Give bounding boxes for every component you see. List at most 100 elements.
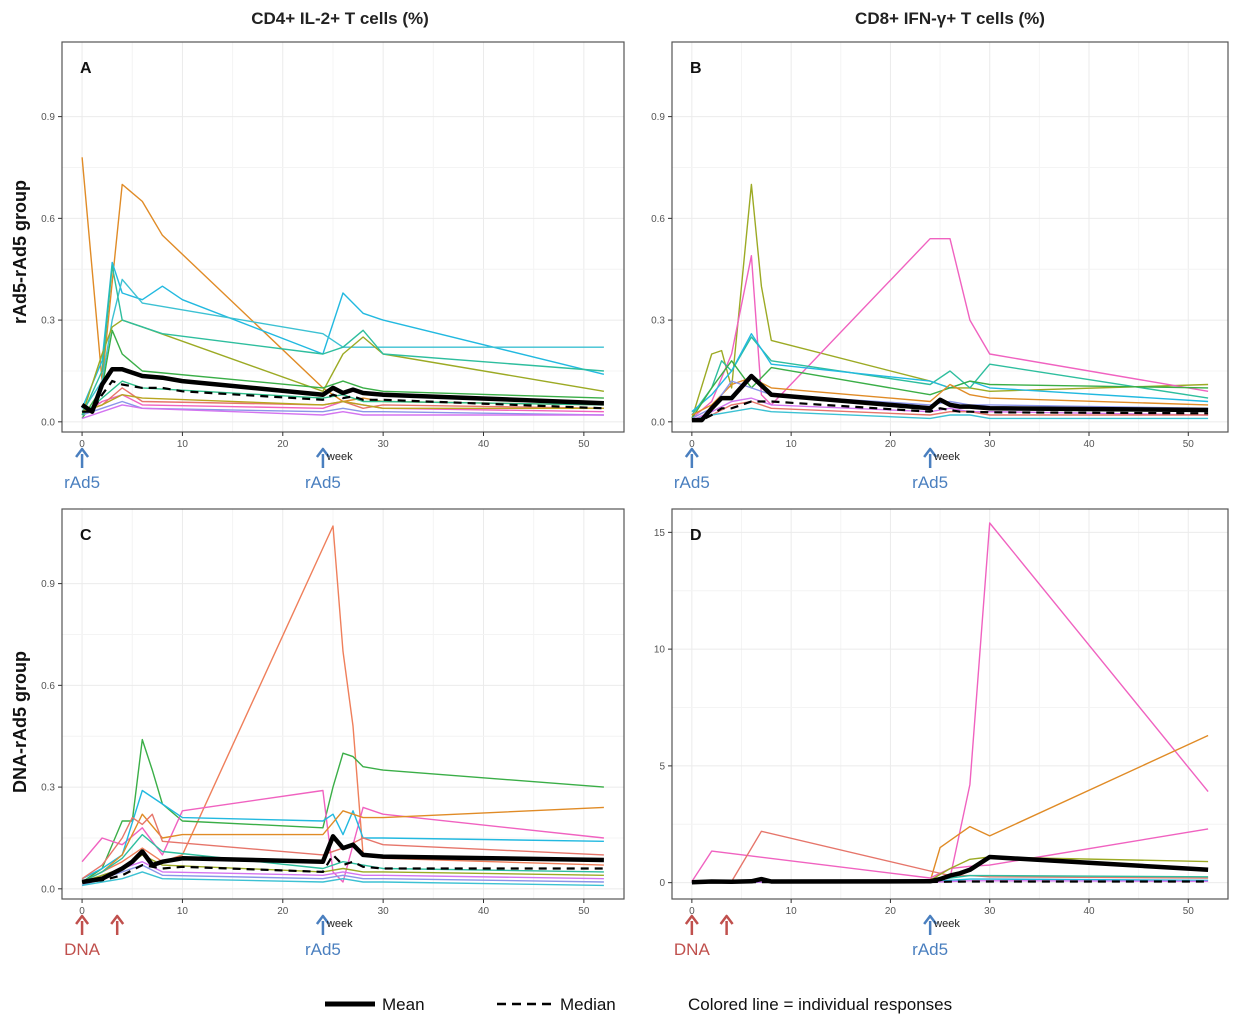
panel-border	[671, 508, 1229, 900]
individual-response-line	[691, 400, 1209, 421]
x-tick-label: 20	[885, 439, 897, 450]
individual-response-line	[81, 806, 604, 883]
injection-label: rAd5	[912, 473, 948, 492]
individual-response-line	[691, 397, 1209, 421]
y-tick-label: 15	[654, 528, 666, 539]
y-tick-label: 0.9	[41, 579, 55, 590]
injection-label: DNA	[674, 940, 711, 959]
injection-arrow-head	[315, 914, 330, 925]
median-line	[82, 379, 604, 413]
panel-letter: A	[80, 60, 92, 77]
injection-label: rAd5	[912, 940, 948, 959]
column-title-cd8: CD8+ IFN-γ+ T cells (%)	[855, 9, 1045, 28]
x-tick-label: 50	[578, 439, 590, 450]
x-tick-label: 50	[1183, 906, 1195, 917]
panel-d: D 0 5 10 15 0 10 20 30 40 50 DNA rAd5 week	[654, 508, 1229, 959]
x-tick-label: 40	[1083, 906, 1095, 917]
x-tick-label: 30	[378, 906, 390, 917]
individual-response-line	[81, 813, 604, 880]
injection-arrow-head	[75, 914, 90, 925]
x-tick-label: 20	[885, 906, 897, 917]
mean-line	[691, 854, 1209, 885]
x-tick-label: 30	[378, 439, 390, 450]
week-label: week	[326, 918, 353, 930]
legend-note: Colored line = individual responses	[688, 995, 952, 1014]
injection-arrow-head	[684, 447, 699, 458]
injection-arrow-head	[684, 914, 699, 925]
y-tick-label: 0	[659, 878, 665, 889]
week-label: week	[933, 451, 960, 463]
x-tick-label: 50	[578, 906, 590, 917]
x-tick-label: 0	[689, 906, 695, 917]
y-tick-label: 0.0	[41, 417, 55, 428]
injection-arrow-head	[315, 447, 330, 458]
x-tick-label: 10	[177, 439, 189, 450]
individual-response-line	[81, 278, 604, 413]
x-tick-label: 0	[79, 439, 85, 450]
individual-response-line	[81, 738, 604, 883]
panel-letter: C	[80, 527, 92, 544]
individual-response-line	[691, 830, 1209, 883]
individual-response-line	[691, 407, 1209, 421]
median-line	[82, 853, 604, 884]
injection-label: rAd5	[305, 473, 341, 492]
individual-response-line	[691, 336, 1209, 416]
x-tick-label: 10	[177, 906, 189, 917]
injection-arrow-head	[923, 914, 938, 925]
x-tick-label: 50	[1183, 439, 1195, 450]
median-line	[691, 880, 1209, 884]
panel-b: B 0.0 0.3 0.6 0.9 0 10 20 30 40 50 rAd5 rAd5 week	[651, 41, 1229, 492]
legend-median-label: Median	[560, 995, 616, 1014]
mean-line	[691, 373, 1209, 423]
panel-a: A 0.0 0.3 0.6 0.9 0 10 20 30 40 50 rAd5 rAd5 week	[41, 41, 625, 492]
x-tick-label: 20	[277, 439, 289, 450]
panel-background	[62, 42, 624, 432]
injection-label: rAd5	[305, 940, 341, 959]
injection-arrow-head	[719, 914, 734, 925]
y-tick-label: 0.3	[41, 783, 55, 794]
x-tick-label: 40	[1083, 439, 1095, 450]
y-tick-label: 0.0	[651, 417, 665, 428]
injection-label: DNA	[64, 940, 101, 959]
y-tick-label: 0.3	[651, 316, 665, 327]
x-tick-label: 10	[786, 906, 798, 917]
y-tick-label: 0.3	[41, 316, 55, 327]
x-tick-label: 0	[689, 439, 695, 450]
x-tick-label: 30	[984, 439, 996, 450]
y-tick-label: 0.9	[41, 112, 55, 123]
panel-c: C 0.0 0.3 0.6 0.9 0 10 20 30 40 50 DNA rAd5 week	[41, 508, 625, 959]
individual-response-line	[81, 319, 605, 416]
x-tick-label: 40	[478, 906, 490, 917]
individual-response-line	[81, 394, 604, 413]
injection-arrow-head	[110, 914, 125, 925]
panel-border	[61, 41, 625, 433]
x-tick-label: 0	[79, 906, 85, 917]
y-tick-label: 5	[659, 761, 665, 772]
column-title-cd4: CD4+ IL-2+ T cells (%)	[251, 9, 429, 28]
individual-response-line	[691, 333, 1209, 413]
x-tick-label: 40	[478, 439, 490, 450]
y-tick-label: 0.6	[651, 214, 665, 225]
x-tick-label: 30	[984, 906, 996, 917]
individual-response-line	[81, 329, 604, 419]
week-label: week	[326, 451, 353, 463]
y-tick-label: 0.9	[651, 112, 665, 123]
x-tick-label: 20	[277, 906, 289, 917]
x-tick-label: 10	[786, 439, 798, 450]
injection-label: rAd5	[674, 473, 710, 492]
row-title-rad5-rad5: rAd5-rAd5 group	[10, 180, 30, 324]
legend-mean-label: Mean	[382, 995, 425, 1014]
y-tick-label: 0.0	[41, 884, 55, 895]
panel-background	[672, 42, 1228, 432]
mean-line	[80, 367, 604, 414]
panel-background	[672, 509, 1228, 899]
median-line	[691, 400, 1209, 422]
individual-response-line	[81, 380, 604, 416]
individual-response-line	[691, 183, 1209, 419]
legend: Mean Median Colored line = individual re…	[325, 995, 952, 1014]
panel-border	[671, 41, 1229, 433]
injection-arrow-head	[75, 447, 90, 458]
mean-line	[81, 834, 604, 885]
